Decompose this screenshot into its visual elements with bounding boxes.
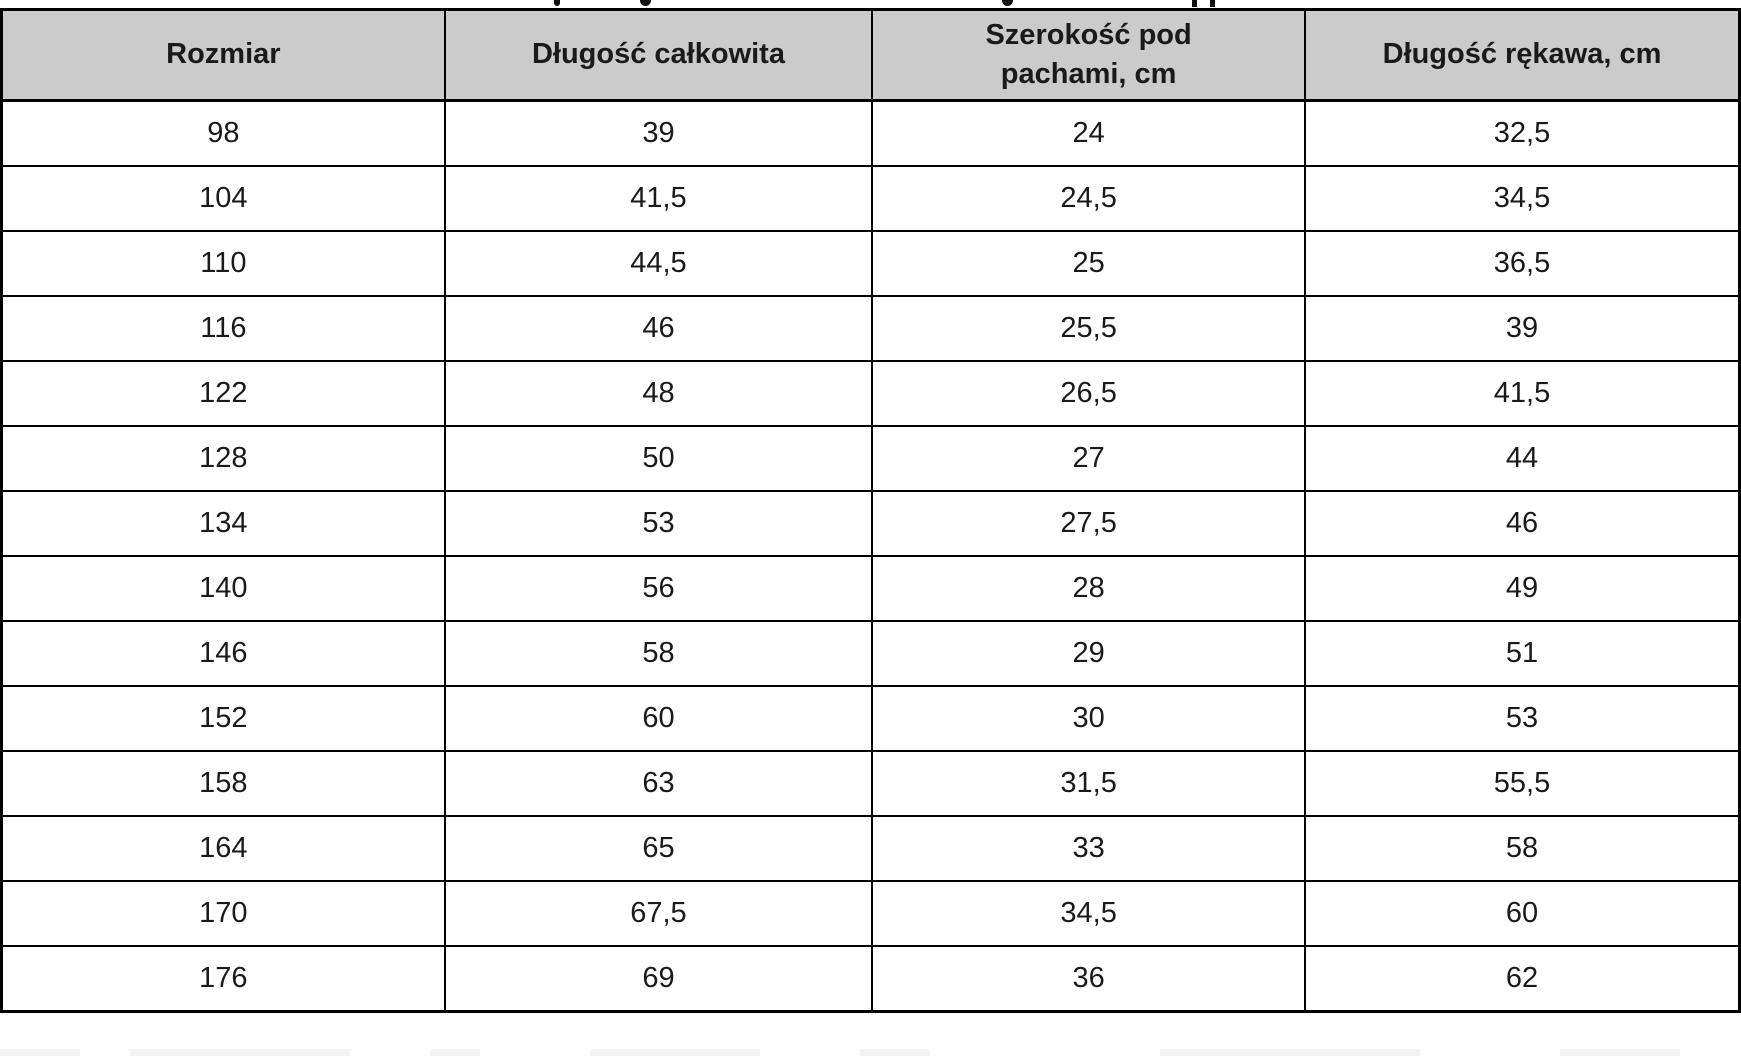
cell: 30 — [871, 685, 1306, 752]
clipped-bottom-fragment — [0, 1049, 80, 1056]
cell: 53 — [443, 490, 874, 557]
cell: 33 — [871, 815, 1306, 882]
column-header-szerokosc-pod-pachami: Szerokość pod pachami, cm — [871, 8, 1306, 102]
cell: 24 — [871, 99, 1306, 167]
cell: 146 — [0, 620, 446, 687]
cell: 29 — [871, 620, 1306, 687]
clipped-bottom-fragment — [590, 1049, 760, 1056]
cell: 60 — [1303, 880, 1741, 947]
cell: 55,5 — [1303, 750, 1741, 817]
clipped-bottom-fragment — [130, 1049, 350, 1056]
table-row: 122 48 26,5 41,5 — [0, 360, 1741, 427]
cell: 36 — [871, 945, 1306, 1013]
cell: 41,5 — [1303, 360, 1741, 427]
clipped-title-descender — [1210, 0, 1215, 7]
table-row: 164 65 33 58 — [0, 815, 1741, 882]
cell: 56 — [443, 555, 874, 622]
cell: 67,5 — [443, 880, 874, 947]
table-header: Rozmiar Długość całkowita Szerokość pod … — [0, 8, 1741, 102]
cell: 50 — [443, 425, 874, 492]
cell: 140 — [0, 555, 446, 622]
clipped-bottom-fragment — [1560, 1049, 1680, 1056]
clipped-bottom-fragment — [860, 1049, 930, 1056]
table-row: 152 60 30 53 — [0, 685, 1741, 752]
table-row: 128 50 27 44 — [0, 425, 1741, 492]
cell: 28 — [871, 555, 1306, 622]
table-row: 110 44,5 25 36,5 — [0, 230, 1741, 297]
cell: 63 — [443, 750, 874, 817]
column-header-dlugosc-rekawa: Długość rękawa, cm — [1303, 8, 1741, 102]
cell: 49 — [1303, 555, 1741, 622]
table-row: 176 69 36 62 — [0, 945, 1741, 1013]
cell: 39 — [1303, 295, 1741, 362]
cell: 110 — [0, 230, 446, 297]
cell: 158 — [0, 750, 446, 817]
cell: 26,5 — [871, 360, 1306, 427]
clipped-title-descender — [1002, 0, 1013, 6]
cell: 62 — [1303, 945, 1741, 1013]
cell: 60 — [443, 685, 874, 752]
column-header-rozmiar: Rozmiar — [0, 8, 446, 102]
cell: 164 — [0, 815, 446, 882]
cell: 65 — [443, 815, 874, 882]
table-row: 170 67,5 34,5 60 — [0, 880, 1741, 947]
header-row: Rozmiar Długość całkowita Szerokość pod … — [0, 8, 1741, 102]
cell: 176 — [0, 945, 446, 1013]
size-table: Rozmiar Długość całkowita Szerokość pod … — [0, 8, 1741, 1013]
cell: 58 — [443, 620, 874, 687]
cell: 36,5 — [1303, 230, 1741, 297]
cell: 51 — [1303, 620, 1741, 687]
cell: 48 — [443, 360, 874, 427]
cell: 46 — [1303, 490, 1741, 557]
cell: 134 — [0, 490, 446, 557]
table-row: 140 56 28 49 — [0, 555, 1741, 622]
cell: 53 — [1303, 685, 1741, 752]
clipped-bottom-fragment — [430, 1049, 480, 1056]
cell: 58 — [1303, 815, 1741, 882]
cell: 31,5 — [871, 750, 1306, 817]
cell: 44,5 — [443, 230, 874, 297]
table-row: 158 63 31,5 55,5 — [0, 750, 1741, 817]
cell: 170 — [0, 880, 446, 947]
table-row: 104 41,5 24,5 34,5 — [0, 165, 1741, 232]
column-header-dlugosc-calkowita: Długość całkowita — [443, 8, 874, 102]
cell: 34,5 — [871, 880, 1306, 947]
table-body: 98 39 24 32,5 104 41,5 24,5 34,5 110 44,5 25 36,5 11… — [0, 99, 1741, 1013]
table-row: 146 58 29 51 — [0, 620, 1741, 687]
cell: 39 — [443, 99, 874, 167]
clipped-title-descender — [554, 0, 560, 6]
cell: 34,5 — [1303, 165, 1741, 232]
cell: 32,5 — [1303, 99, 1741, 167]
cell: 116 — [0, 295, 446, 362]
cell: 27,5 — [871, 490, 1306, 557]
table-row: 134 53 27,5 46 — [0, 490, 1741, 557]
cell: 69 — [443, 945, 874, 1013]
cell: 104 — [0, 165, 446, 232]
table-row: 116 46 25,5 39 — [0, 295, 1741, 362]
cell: 41,5 — [443, 165, 874, 232]
cell: 44 — [1303, 425, 1741, 492]
clipped-title-descender — [1192, 0, 1197, 7]
cell: 122 — [0, 360, 446, 427]
cell: 25 — [871, 230, 1306, 297]
cell: 46 — [443, 295, 874, 362]
clipped-title-descender — [640, 0, 651, 6]
cell: 98 — [0, 99, 446, 167]
cell: 25,5 — [871, 295, 1306, 362]
cell: 152 — [0, 685, 446, 752]
cell: 128 — [0, 425, 446, 492]
clipped-bottom-fragment — [1160, 1049, 1420, 1056]
table-row: 98 39 24 32,5 — [0, 99, 1741, 167]
cell: 27 — [871, 425, 1306, 492]
cell: 24,5 — [871, 165, 1306, 232]
